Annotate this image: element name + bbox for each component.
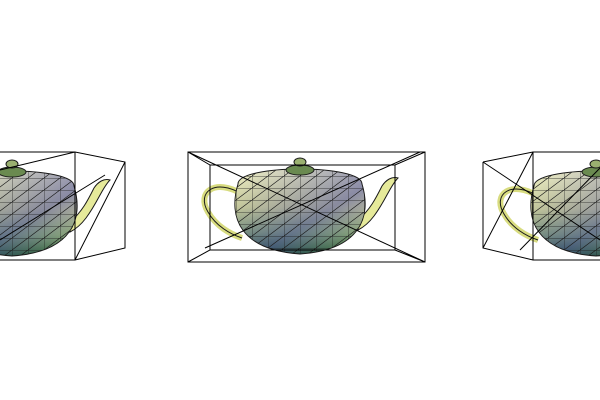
teapot-right [482,151,600,264]
teapot-center [187,151,426,262]
teapot-left [0,151,126,264]
